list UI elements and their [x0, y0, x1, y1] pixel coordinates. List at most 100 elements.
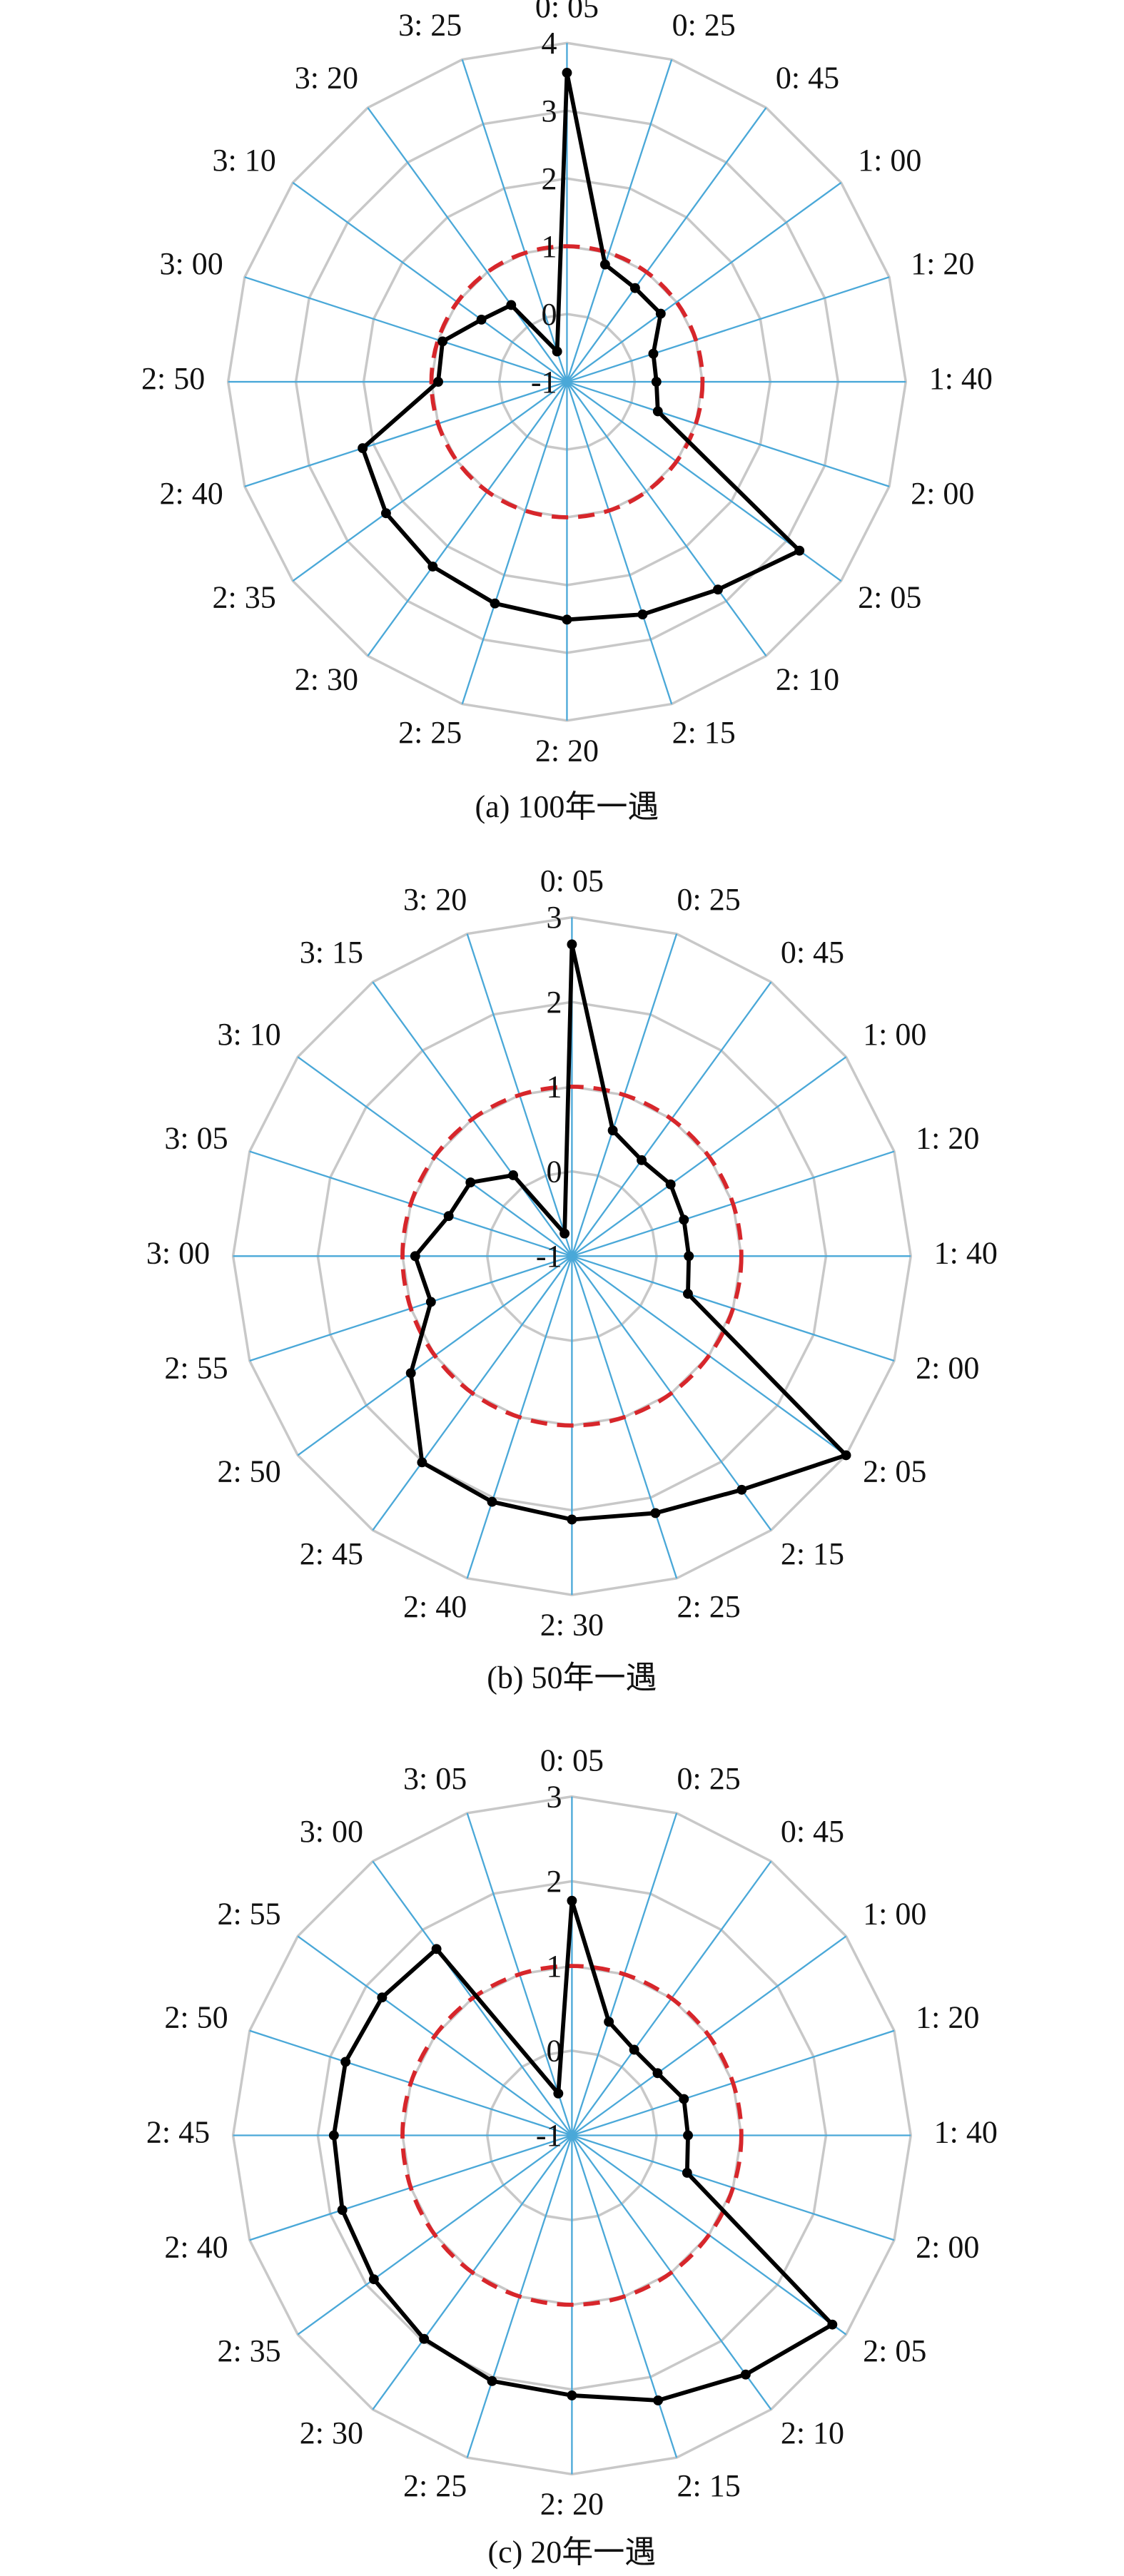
- data-point: [340, 2057, 351, 2067]
- axis-label: 1: 20: [916, 2000, 979, 2035]
- series-line: [408, 942, 849, 1522]
- data-point: [655, 308, 666, 319]
- r-tick-label: 3: [547, 900, 562, 935]
- axis-label: 3: 10: [213, 143, 276, 178]
- data-point: [405, 1368, 416, 1379]
- axis-label: 0: 05: [540, 863, 604, 898]
- data-point: [380, 508, 391, 519]
- axis-label: 1: 20: [911, 246, 974, 281]
- axis-label: 0: 25: [677, 882, 741, 917]
- data-point: [665, 1179, 676, 1190]
- axis-label: 1: 00: [863, 1896, 926, 1931]
- data-point: [562, 68, 572, 78]
- r-tick-label: -1: [531, 365, 557, 400]
- data-point: [337, 2205, 348, 2215]
- reference-circle: [400, 1964, 744, 2307]
- data-point: [443, 1211, 454, 1222]
- r-tick-label: -1: [536, 1239, 562, 1274]
- spoke: [567, 380, 890, 487]
- axis-label: 2: 35: [213, 579, 276, 614]
- axis-label: 2: 50: [217, 1454, 280, 1489]
- axis-label: 1: 00: [858, 143, 921, 178]
- spoke: [461, 59, 568, 382]
- data-point: [377, 1992, 388, 2003]
- r-tick-label: 1: [547, 1070, 562, 1105]
- axis-label: 2: 35: [217, 2333, 280, 2368]
- axis-label: 2: 55: [164, 1350, 228, 1385]
- data-point: [713, 584, 723, 595]
- axis-label: 0: 05: [535, 0, 599, 24]
- r-tick-label: 2: [547, 1864, 562, 1899]
- r-tick-label: 3: [547, 1779, 562, 1814]
- r-tick-label: -1: [536, 2118, 562, 2153]
- axis-label: 1: 20: [916, 1120, 979, 1155]
- spoke: [244, 380, 567, 487]
- data-point: [417, 1457, 427, 1468]
- axis-label: 2: 00: [916, 2230, 979, 2265]
- data-point: [419, 2333, 430, 2344]
- data-point: [487, 1496, 497, 1507]
- data-point: [410, 1251, 420, 1262]
- axis-label: 2: 25: [403, 2468, 467, 2503]
- axis-label: 2: 00: [916, 1350, 979, 1385]
- data-point: [604, 2017, 614, 2027]
- data-point: [368, 2274, 379, 2285]
- data-point: [652, 2068, 663, 2079]
- data-point: [437, 336, 448, 347]
- data-point: [682, 2168, 692, 2178]
- axis-label: 2: 40: [403, 1589, 467, 1624]
- data-point: [827, 2319, 838, 2330]
- axis-label: 0: 25: [677, 1761, 741, 1796]
- data-point: [651, 377, 662, 387]
- axis-label: 2: 45: [300, 1536, 363, 1571]
- caption: (c) 20年一遇: [487, 2535, 656, 2570]
- data-point: [607, 1125, 618, 1136]
- r-tick-label: 0: [547, 2034, 562, 2069]
- spoke: [292, 182, 568, 382]
- data-point: [506, 300, 517, 310]
- axis-label: 3: 20: [403, 882, 467, 917]
- data-point: [567, 1514, 577, 1525]
- spoke: [566, 59, 673, 382]
- axis-label: 2: 40: [164, 2230, 228, 2265]
- axis-label: 2: 05: [863, 2333, 926, 2368]
- data-point: [637, 609, 648, 620]
- axis-label: 2: 15: [781, 1536, 844, 1571]
- axis-label: 2: 20: [540, 2487, 604, 2522]
- axis-label: 2: 25: [398, 715, 462, 750]
- data-point: [427, 561, 438, 572]
- spoke: [244, 276, 567, 383]
- axis-label: 3: 00: [146, 1235, 210, 1270]
- axis-label: 3: 05: [164, 1120, 228, 1155]
- data-point: [567, 1895, 577, 1906]
- data-point: [653, 2395, 664, 2405]
- spoke: [566, 381, 767, 656]
- data-point: [629, 283, 640, 293]
- data-point: [679, 2094, 689, 2104]
- r-tick-label: 1: [547, 1949, 562, 1984]
- axis-label: 2: 30: [295, 662, 358, 697]
- spoke: [566, 381, 673, 704]
- data-point: [433, 377, 443, 387]
- data-point: [648, 348, 659, 359]
- data-point: [736, 1484, 747, 1495]
- r-tick-label: 0: [547, 1154, 562, 1189]
- r-tick-label: 2: [547, 985, 562, 1020]
- data-point: [679, 1215, 689, 1225]
- axis-label: 2: 00: [911, 476, 974, 511]
- data-point: [553, 2088, 564, 2099]
- data-point: [508, 1170, 519, 1180]
- data-point: [841, 1450, 851, 1461]
- data-point: [794, 545, 805, 556]
- axis-label: 2: 30: [540, 1608, 604, 1643]
- data-point: [637, 1155, 647, 1165]
- r-tick-label: 0: [542, 297, 557, 332]
- axis-label: 2: 50: [164, 2000, 228, 2035]
- axis-label: 0: 45: [776, 61, 839, 96]
- axis-label: 3: 05: [403, 1761, 467, 1796]
- data-point: [552, 346, 562, 357]
- axis-label: 3: 00: [159, 246, 223, 281]
- axis-label: 3: 10: [217, 1017, 280, 1052]
- data-point: [487, 2375, 497, 2386]
